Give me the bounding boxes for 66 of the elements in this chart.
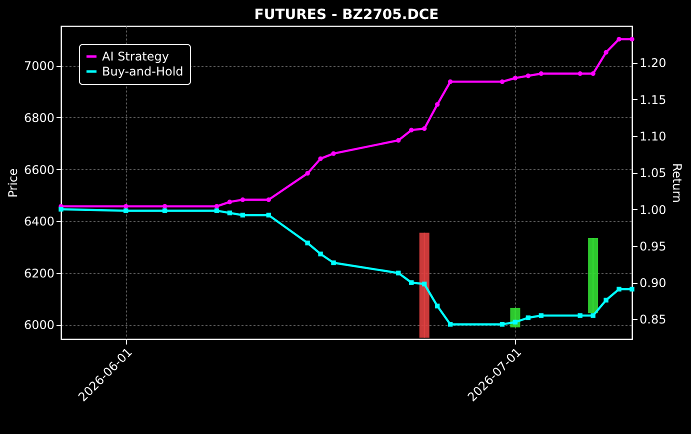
y-tick-label: 6200 bbox=[24, 266, 54, 280]
point bbox=[214, 204, 220, 209]
legend-label: AI Strategy bbox=[102, 50, 169, 64]
y2-tick-label: 0.95 bbox=[640, 239, 666, 254]
point bbox=[630, 36, 634, 42]
point bbox=[590, 71, 596, 76]
point bbox=[526, 74, 531, 78]
point bbox=[227, 210, 232, 216]
point bbox=[630, 286, 634, 292]
y-tick-label: 7000 bbox=[24, 59, 54, 74]
y2-tick-label: 1.05 bbox=[640, 166, 666, 180]
point bbox=[538, 71, 544, 76]
point bbox=[58, 206, 64, 212]
point bbox=[616, 286, 622, 292]
point bbox=[227, 200, 232, 204]
y-tick-label: 6400 bbox=[24, 214, 54, 229]
point bbox=[124, 208, 128, 214]
y-tick-label: 6600 bbox=[24, 162, 54, 177]
point bbox=[538, 313, 544, 318]
point bbox=[448, 322, 453, 327]
point bbox=[500, 322, 505, 327]
point bbox=[266, 212, 271, 218]
y2-tick-label: 0.85 bbox=[640, 312, 666, 327]
point bbox=[331, 260, 336, 266]
point bbox=[434, 102, 440, 107]
point bbox=[214, 208, 220, 214]
point bbox=[590, 313, 596, 318]
point bbox=[305, 170, 310, 176]
point bbox=[162, 204, 168, 209]
point bbox=[396, 270, 401, 276]
point bbox=[512, 76, 518, 80]
point bbox=[434, 304, 440, 308]
point bbox=[305, 240, 310, 246]
point bbox=[266, 197, 271, 202]
point bbox=[331, 151, 336, 156]
point bbox=[422, 282, 427, 286]
y2-tick-label: 1.15 bbox=[640, 92, 666, 107]
point bbox=[409, 128, 414, 132]
y2-tick-label: 1.00 bbox=[640, 202, 666, 217]
point bbox=[616, 36, 622, 42]
point bbox=[162, 208, 168, 214]
point bbox=[240, 197, 246, 202]
y2-tick-label: 1.10 bbox=[640, 129, 666, 144]
point bbox=[526, 315, 531, 320]
y2-tick-label: 0.90 bbox=[640, 276, 666, 290]
point bbox=[604, 50, 608, 55]
point bbox=[318, 252, 323, 256]
y-tick-label: 6800 bbox=[24, 110, 54, 125]
point bbox=[422, 126, 427, 131]
point bbox=[448, 79, 453, 84]
point bbox=[512, 320, 518, 324]
point bbox=[396, 138, 401, 143]
point bbox=[318, 156, 323, 162]
y-tick-label: 6000 bbox=[24, 318, 54, 332]
point bbox=[124, 204, 128, 209]
point bbox=[500, 79, 505, 84]
point bbox=[240, 212, 246, 218]
point bbox=[578, 313, 582, 318]
legend-label: Buy-and-Hold bbox=[102, 64, 184, 78]
point bbox=[409, 280, 414, 285]
point bbox=[604, 298, 608, 302]
y2-axis-title: Return bbox=[670, 163, 684, 203]
y-axis-title: Price bbox=[6, 168, 20, 198]
chart-title: FUTURES - BZ2705.DCE bbox=[254, 7, 439, 23]
y2-tick-label: 1.20 bbox=[640, 56, 666, 70]
point bbox=[578, 71, 582, 76]
